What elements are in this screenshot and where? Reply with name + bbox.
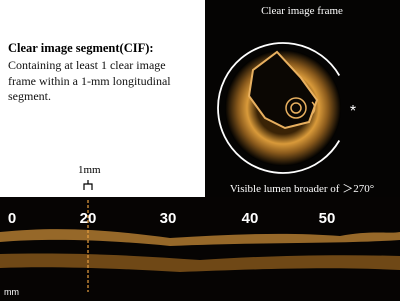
segment-description: Containing at least 1 clear image frame …: [8, 58, 171, 103]
ruler-label: 40: [242, 210, 259, 227]
marker: *: [350, 103, 356, 120]
image-background: [0, 197, 400, 301]
lumen: [247, 50, 319, 130]
catheter: [290, 102, 302, 114]
catheter: [285, 97, 307, 119]
ruler-label: 0: [8, 210, 16, 227]
guidewire-shadow: [311, 101, 316, 115]
longitudinal-image: 0 20 30 40 50 mm: [0, 180, 400, 301]
vessel-wall-band: [0, 229, 400, 246]
lumen-label: Visible lumen broader of ＞270°: [230, 183, 374, 195]
segment-title: Clear image segment(CIF):: [8, 41, 154, 55]
scale-bracket: [83, 180, 93, 190]
frame-label: Clear image frame: [261, 5, 343, 17]
ruler-label: 20: [80, 210, 97, 227]
lumen-arc: [217, 42, 341, 174]
vessel-wall-band: [0, 253, 400, 272]
scale-label: 1mm: [78, 164, 101, 176]
cross-section-image: Clear image frame * Visible lumen broade…: [205, 0, 400, 200]
unit-label: mm: [4, 287, 19, 297]
ruler-label: 30: [160, 210, 177, 227]
ruler-label: 50: [319, 210, 336, 227]
